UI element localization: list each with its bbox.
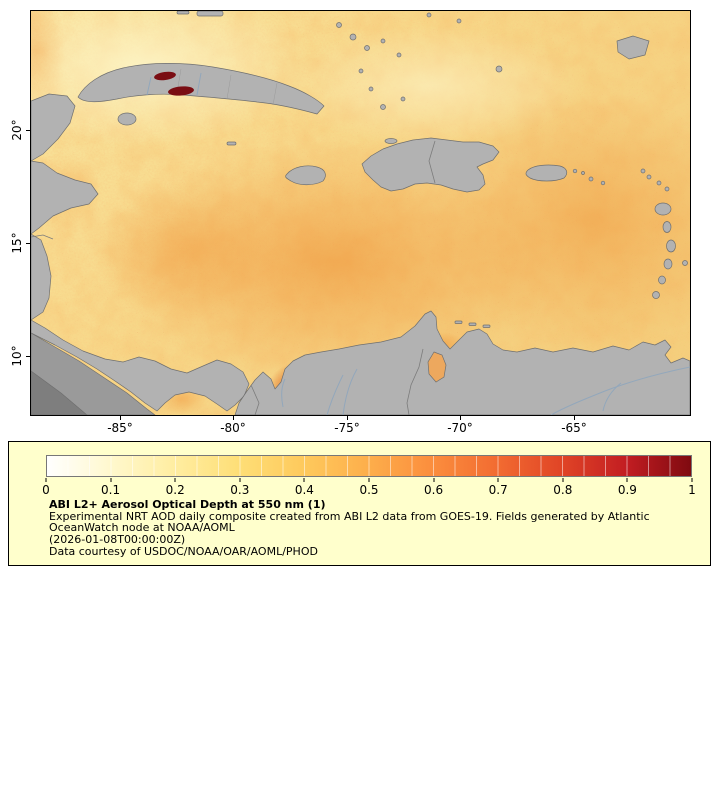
colorbar-label: 1 [688, 483, 696, 497]
colorbar-tick [110, 478, 112, 482]
x-axis-label: -65° [561, 421, 587, 435]
colorbar-label: 0 [42, 483, 50, 497]
y-axis-tick [26, 243, 30, 244]
colorbar-tick [562, 478, 564, 482]
country-borders [31, 140, 436, 415]
colorbar-label: 0.9 [617, 483, 637, 497]
colorbar-tick [691, 478, 693, 482]
y-axis-label: 15° [10, 232, 24, 254]
high-aod-patches [154, 71, 194, 96]
x-axis-tick [120, 416, 121, 420]
colorbar-tick [626, 478, 628, 482]
colorbar-tick [303, 478, 305, 482]
colorbar-scale: 0 0.1 0.2 0.3 0.4 0.5 0.6 0.7 0.8 0.9 1 [42, 442, 696, 502]
legend-timestamp: (2026-01-08T00:00:00Z) [49, 533, 186, 547]
colorbar-label: 0.2 [165, 483, 185, 497]
x-axis-tick [574, 416, 575, 420]
colorbar-label: 0.6 [424, 483, 444, 497]
colorbar-tick [45, 478, 47, 482]
legend-title: ABI L2+ Aerosol Optical Depth at 550 nm … [49, 498, 326, 511]
map-canvas [30, 10, 691, 416]
y-axis-tick [26, 130, 30, 131]
lake-maracaibo [427, 351, 447, 383]
legend-text-block: ABI L2+ Aerosol Optical Depth at 550 nm … [49, 499, 650, 558]
x-axis-tick [347, 416, 348, 420]
colorbar-tick [239, 478, 241, 482]
x-axis-label: -80° [220, 421, 246, 435]
colorbar-label: 0.1 [101, 483, 121, 497]
y-axis-tick [26, 356, 30, 357]
colorbar-label: 0.4 [294, 483, 314, 497]
colorbar-label: 0.8 [553, 483, 573, 497]
x-axis-tick [460, 416, 461, 420]
x-axis-tick [233, 416, 234, 420]
x-axis-label: -75° [334, 421, 360, 435]
legend-description-line2: OceanWatch node at NOAA/AOML [49, 521, 235, 535]
colorbar-tick [368, 478, 370, 482]
aod-raster-map [31, 11, 690, 415]
colorbar-label: 0.5 [359, 483, 379, 497]
y-axis-label: 20° [10, 119, 24, 141]
legend-panel: 0 0.1 0.2 0.3 0.4 0.5 0.6 0.7 0.8 0.9 1 … [8, 441, 711, 566]
colorbar-tick [174, 478, 176, 482]
colorbar-tick [497, 478, 499, 482]
legend-courtesy: Data courtesy of USDOC/NOAA/OAR/AOML/PHO… [49, 544, 318, 558]
colorbar-tick [433, 478, 435, 482]
x-axis-label: -85° [107, 421, 133, 435]
x-axis-label: -70° [447, 421, 473, 435]
colorbar [46, 455, 692, 477]
legend-description-line1: Experimental NRT AOD daily composite cre… [49, 509, 650, 523]
colorbar-label: 0.7 [488, 483, 508, 497]
y-axis-label: 10° [10, 345, 24, 367]
rivers [146, 72, 690, 415]
colorbar-label: 0.3 [230, 483, 250, 497]
